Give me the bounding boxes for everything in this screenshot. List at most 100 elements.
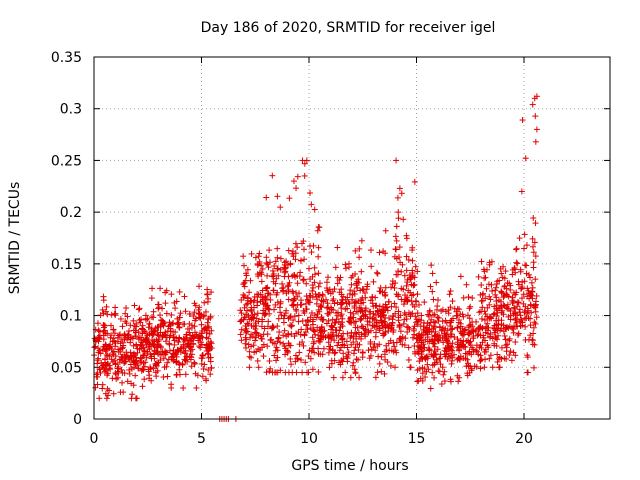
data-point bbox=[274, 323, 281, 330]
data-point bbox=[439, 334, 446, 341]
data-point bbox=[281, 343, 288, 350]
data-point bbox=[139, 322, 146, 329]
data-point bbox=[456, 374, 463, 381]
data-point bbox=[140, 366, 147, 373]
data-point bbox=[303, 280, 310, 287]
data-point bbox=[367, 297, 374, 304]
data-point bbox=[132, 333, 139, 340]
data-point bbox=[104, 311, 111, 318]
data-point bbox=[248, 316, 255, 323]
data-point bbox=[527, 322, 534, 329]
data-point bbox=[505, 324, 512, 331]
data-point bbox=[191, 309, 198, 316]
data-point bbox=[115, 363, 122, 370]
data-point bbox=[393, 157, 400, 164]
data-point bbox=[244, 266, 251, 273]
data-point bbox=[150, 328, 157, 335]
data-point bbox=[348, 281, 355, 288]
data-point bbox=[475, 331, 482, 338]
data-point bbox=[308, 309, 315, 316]
data-point bbox=[478, 315, 485, 322]
data-point bbox=[305, 369, 312, 376]
data-point bbox=[449, 340, 456, 347]
data-point bbox=[382, 284, 389, 291]
data-point bbox=[517, 268, 524, 275]
data-point bbox=[131, 302, 138, 309]
data-point bbox=[393, 339, 400, 346]
data-point bbox=[484, 304, 491, 311]
data-point bbox=[126, 370, 133, 377]
data-point bbox=[414, 291, 421, 298]
data-point bbox=[484, 320, 491, 327]
data-point bbox=[429, 270, 436, 277]
data-point bbox=[241, 283, 248, 290]
data-point bbox=[163, 287, 170, 294]
data-point bbox=[499, 274, 506, 281]
data-point bbox=[411, 323, 418, 330]
data-point bbox=[188, 324, 195, 331]
data-point bbox=[437, 361, 444, 368]
data-point bbox=[332, 264, 339, 271]
data-point bbox=[405, 344, 412, 351]
data-point bbox=[383, 342, 390, 349]
data-point bbox=[282, 265, 289, 272]
data-point bbox=[317, 303, 324, 310]
data-point bbox=[308, 249, 315, 256]
data-point bbox=[283, 347, 290, 354]
data-point bbox=[363, 286, 370, 293]
data-point bbox=[392, 280, 399, 287]
data-point bbox=[173, 372, 180, 379]
data-point bbox=[493, 284, 500, 291]
data-point bbox=[179, 361, 186, 368]
data-point bbox=[499, 290, 506, 297]
data-point bbox=[462, 350, 469, 357]
data-point bbox=[162, 351, 169, 358]
data-point bbox=[431, 343, 438, 350]
data-point bbox=[97, 350, 104, 357]
data-point bbox=[399, 261, 406, 268]
data-point bbox=[283, 258, 290, 265]
data-point bbox=[318, 304, 325, 311]
data-point bbox=[335, 339, 342, 346]
data-point bbox=[514, 260, 521, 267]
data-point bbox=[513, 319, 520, 326]
data-point bbox=[533, 314, 540, 321]
data-point bbox=[495, 321, 502, 328]
data-point bbox=[252, 254, 259, 261]
data-point bbox=[493, 305, 500, 312]
data-point bbox=[467, 303, 474, 310]
data-point bbox=[388, 284, 395, 291]
data-point bbox=[199, 373, 206, 380]
data-point bbox=[354, 324, 361, 331]
data-point bbox=[274, 193, 281, 200]
data-point bbox=[251, 293, 258, 300]
data-point bbox=[377, 284, 384, 291]
data-point bbox=[188, 335, 195, 342]
data-point bbox=[282, 369, 289, 376]
data-point bbox=[500, 294, 507, 301]
data-point bbox=[490, 311, 497, 318]
data-point bbox=[480, 266, 487, 273]
data-point bbox=[370, 344, 377, 351]
data-point bbox=[177, 310, 184, 317]
data-point bbox=[306, 243, 313, 250]
data-point bbox=[391, 343, 398, 350]
data-point bbox=[292, 352, 299, 359]
data-point bbox=[444, 344, 451, 351]
data-point bbox=[323, 305, 330, 312]
x-tick-label: 5 bbox=[197, 431, 206, 447]
data-point bbox=[310, 338, 317, 345]
data-point bbox=[277, 204, 284, 211]
data-point bbox=[259, 335, 266, 342]
data-point bbox=[175, 320, 182, 327]
data-point bbox=[153, 336, 160, 343]
data-point bbox=[466, 340, 473, 347]
data-point bbox=[348, 341, 355, 348]
data-point bbox=[523, 262, 530, 269]
data-point bbox=[204, 298, 211, 305]
data-point bbox=[489, 364, 496, 371]
data-point bbox=[170, 328, 177, 335]
y-tick-label: 0.25 bbox=[51, 153, 82, 169]
data-point bbox=[503, 285, 510, 292]
